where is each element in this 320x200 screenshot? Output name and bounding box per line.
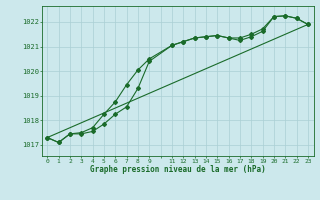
X-axis label: Graphe pression niveau de la mer (hPa): Graphe pression niveau de la mer (hPa) xyxy=(90,165,266,174)
